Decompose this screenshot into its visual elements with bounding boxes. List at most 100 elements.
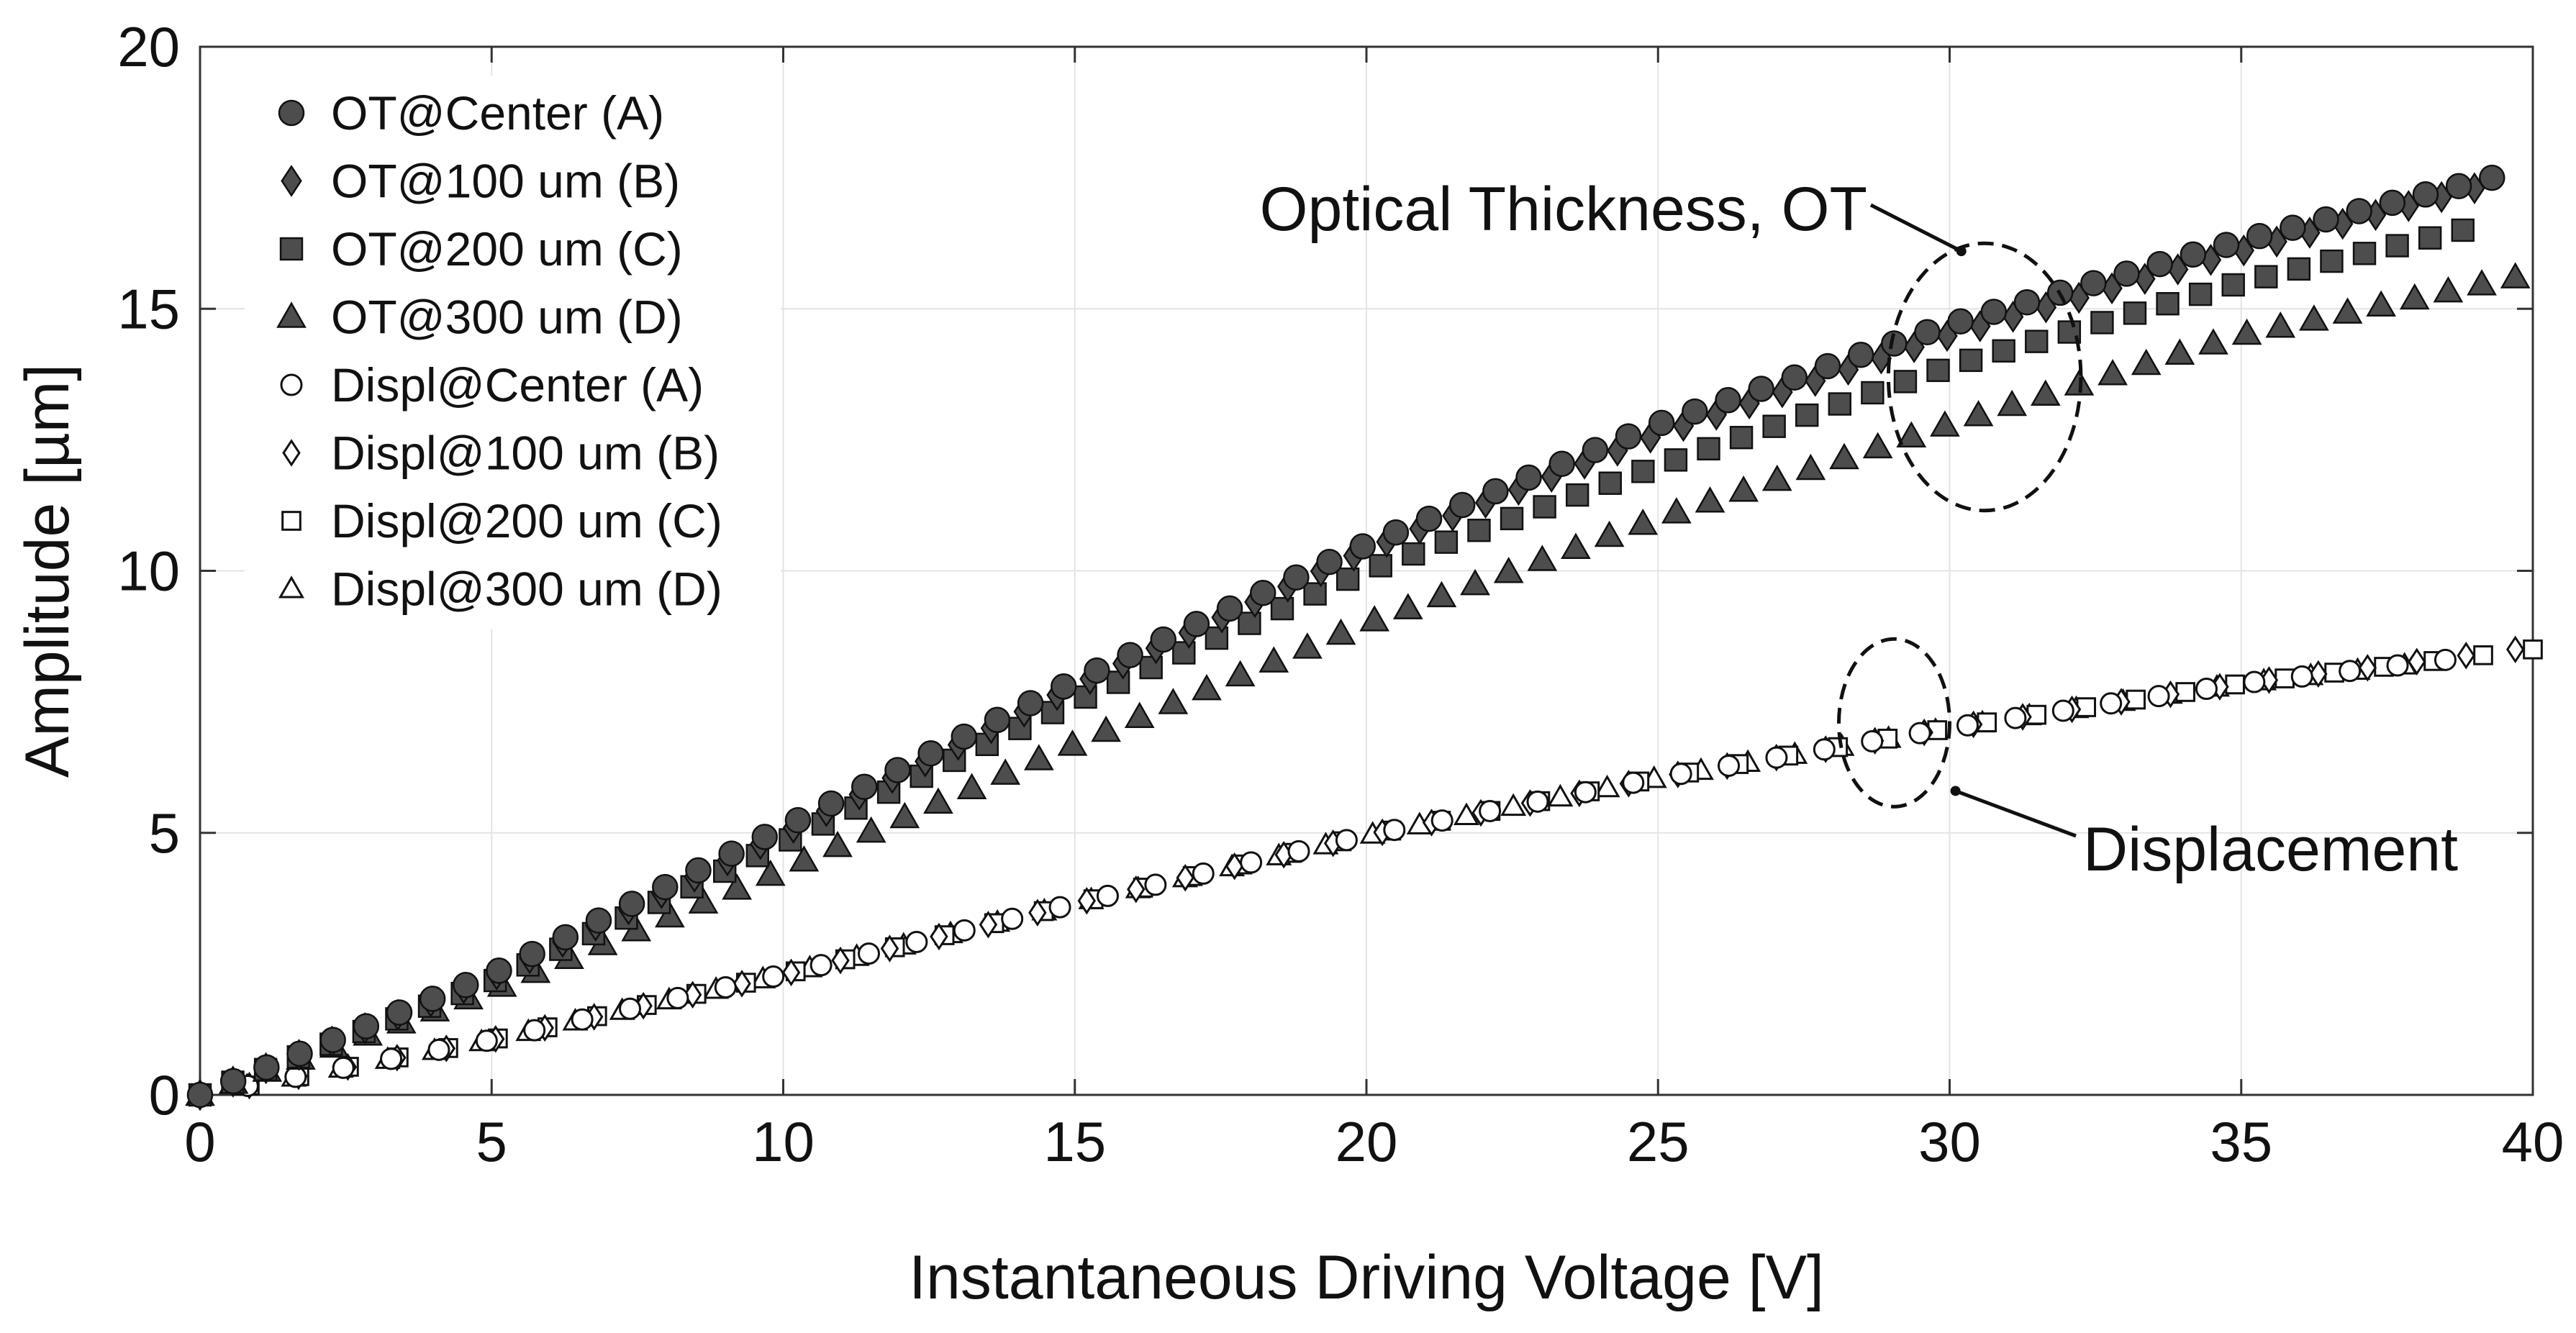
data-point [427,1038,450,1061]
data-point [2418,226,2442,250]
data-point [2030,379,2061,406]
legend-marker [279,237,304,261]
data-point [519,940,545,968]
data-point [2097,359,2128,386]
data-point [781,958,801,987]
data-point [1648,409,1675,437]
data-point [789,845,820,872]
data-point [1192,862,1215,885]
data-point [1392,593,1423,619]
data-point [353,1013,380,1039]
data-point [1001,907,1024,930]
data-point [2025,329,2049,353]
data-point [2100,692,2123,715]
data-point [1176,863,1194,892]
data-point [2188,282,2213,306]
data-point [1225,852,1244,881]
data-point [1017,690,1044,716]
data-point [1547,783,1574,807]
data-point [1240,851,1263,874]
legend-marker [282,439,301,467]
data-point [1287,840,1310,863]
data-point [683,981,702,1009]
data-point [2339,660,2362,683]
data-point [1615,423,1642,450]
x-tick-label: 25 [1627,1110,1690,1173]
data-point [1225,660,1256,687]
data-point [2198,328,2228,355]
data-point [1861,381,1885,405]
data-point [2320,249,2344,273]
legend-item: Displ@200 um (C) [281,494,722,547]
data-point [1697,437,1720,461]
data-point [1283,564,1310,591]
data-point [1862,432,1893,459]
data-point [2180,241,2207,268]
data-point [1781,364,1808,391]
data-point [1515,464,1542,491]
data-point [1795,403,1819,427]
data-point [733,970,751,998]
data-point [1729,426,1754,450]
data-point [917,740,944,767]
data-point [2076,697,2097,717]
data-point [666,986,689,1009]
data-point [286,1040,313,1067]
series-ot-200-um-c- [188,218,2475,1107]
data-point [1594,774,1620,798]
data-point [319,1027,346,1053]
data-point [990,758,1021,785]
annotation-displacement: Displacement [1837,637,2458,884]
series-ot-center-a- [186,164,2505,1109]
data-point [2113,260,2140,287]
data-point [1493,557,1524,583]
data-point [851,773,878,800]
data-point [1565,483,1589,507]
data-point [2164,338,2195,365]
data-point [1664,448,1688,472]
data-point [2195,678,2218,701]
data-point [889,801,920,829]
data-point [419,986,446,1012]
data-point [880,934,899,963]
legend-label: Displ@300 um (D) [331,563,722,616]
annotation-ellipse [1837,637,1951,809]
data-point [1349,533,1376,560]
data-point [1761,464,1792,491]
data-point [1992,339,2015,363]
data-point [332,1056,355,1079]
data-point [809,954,833,977]
data-point [1091,715,1121,742]
data-point [953,919,976,942]
legend-marker [278,99,305,127]
data-point [856,816,886,843]
data-point [1216,595,1243,622]
legend-item: Displ@100 um (B) [282,427,720,480]
data-point [755,859,786,886]
data-point [619,997,642,1020]
legend-item: OT@300 um (D) [276,291,683,344]
data-point [2366,290,2397,317]
data-point [1631,460,1655,483]
data-point [688,887,719,914]
data-point [685,857,712,884]
data-point [386,999,413,1026]
data-point [523,1019,546,1042]
data-point [380,1047,403,1070]
x-tick-label: 40 [2502,1110,2564,1173]
data-point [1963,400,1994,427]
data-point [1258,646,1289,673]
data-point [2332,297,2363,324]
data-point [2457,642,2475,670]
data-point [2479,164,2505,191]
data-point [2299,304,2329,331]
data-point [186,1081,214,1109]
data-point [2090,311,2114,335]
data-point [2386,654,2409,677]
data-point [1561,532,1591,560]
data-point [1814,352,1841,380]
data-point [2265,311,2296,338]
data-point [1669,763,1692,786]
data-point [2246,222,2273,250]
data-point [1914,319,1941,345]
